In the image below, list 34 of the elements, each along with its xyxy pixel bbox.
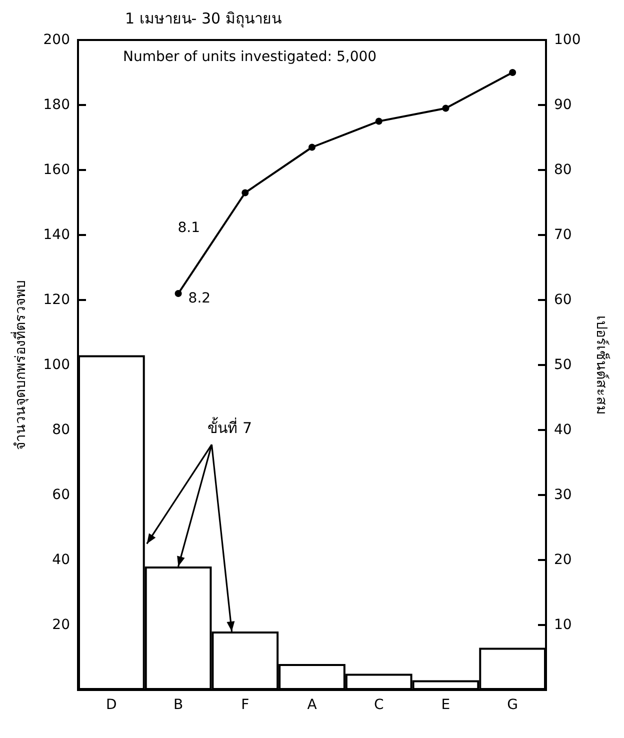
y2-tick-label: 60: [554, 292, 572, 308]
x-tick-label: C: [374, 697, 384, 713]
x-tick-label: F: [241, 697, 250, 713]
y-tick-label: 200: [43, 32, 70, 48]
y-tick-label: 80: [52, 422, 70, 438]
y2-tick-label: 30: [554, 487, 572, 503]
y-tick-label: 20: [52, 617, 70, 633]
y2-tick-label: 10: [554, 617, 572, 633]
y2-tick-label: 80: [554, 162, 572, 178]
y-tick-label: 100: [43, 357, 70, 373]
y-tick-label: 180: [43, 97, 70, 113]
y-tick-label: 40: [52, 552, 70, 568]
y2-axis-title: เปอร์เซ็นต์สะสม: [593, 316, 611, 414]
y2-tick-label: 50: [554, 357, 572, 373]
y2-tick-label: 70: [554, 227, 572, 243]
x-tick-label: G: [507, 697, 518, 713]
y-axis-title: จำนวนจุดบกพร่องที่ตรวจพบ: [11, 280, 29, 450]
chart-title: 1 เมษายน- 30 มิถุนายน: [125, 10, 282, 28]
y-tick-label: 120: [43, 292, 70, 308]
y-tick-label: 160: [43, 162, 70, 178]
y2-tick-label: 40: [554, 422, 572, 438]
annotation: 8.1: [178, 220, 200, 236]
x-tick-label: E: [441, 697, 450, 713]
y-tick-label: 60: [52, 487, 70, 503]
annotation: Number of units investigated: 5,000: [123, 49, 377, 65]
x-tick-label: D: [106, 697, 117, 713]
x-tick-label: B: [173, 697, 184, 713]
y2-tick-label: 100: [554, 32, 581, 48]
y-tick-label: 140: [43, 227, 70, 243]
annotation: 8.2: [188, 290, 211, 306]
y2-tick-label: 90: [554, 97, 572, 113]
y2-tick-label: 20: [554, 552, 572, 568]
x-tick-label: A: [307, 697, 318, 713]
annotation: ขั้นที่ 7: [208, 417, 252, 438]
